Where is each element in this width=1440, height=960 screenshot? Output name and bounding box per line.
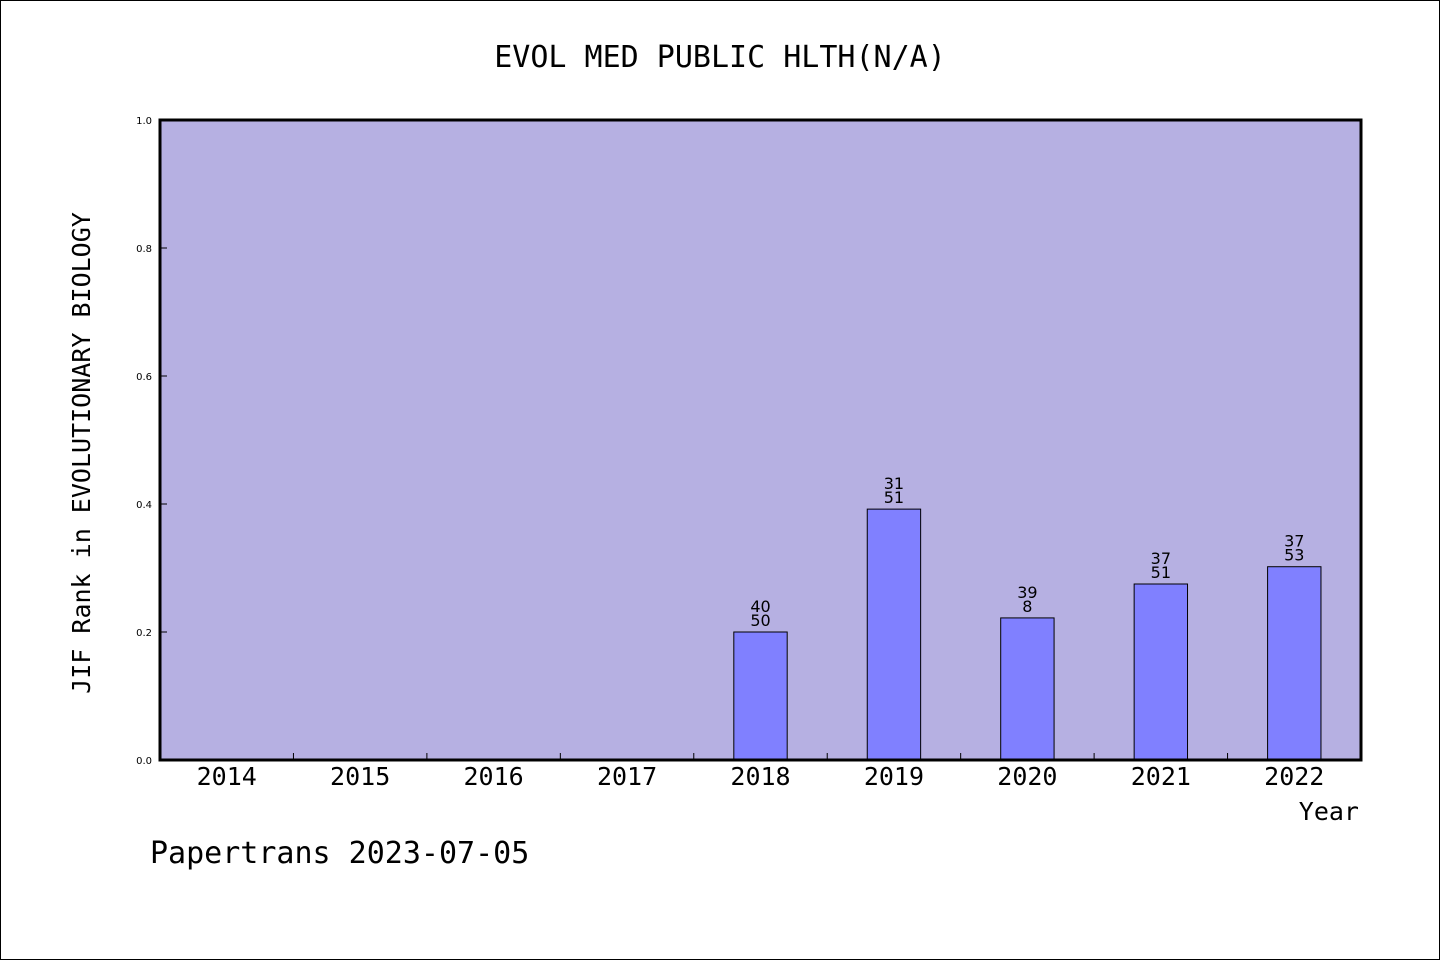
bar-label-top: 39 (1017, 583, 1037, 602)
y-tick-label: 0.8 (136, 244, 152, 255)
bar-label-bottom: 51 (1151, 563, 1171, 582)
bar-label-bottom: 51 (884, 488, 904, 507)
x-tick-label: 2016 (464, 762, 524, 791)
bar-label-bottom: 53 (1284, 546, 1304, 565)
y-tick-label: 0.6 (136, 372, 152, 383)
bars-layer (733, 508, 1322, 761)
x-tick-label: 2017 (597, 762, 657, 791)
y-tick-label: 0.0 (136, 756, 152, 767)
bar-label-bottom: 8 (1022, 597, 1032, 616)
x-tick-label: 2019 (864, 762, 924, 791)
plot-border (158, 118, 1363, 762)
bar (866, 508, 922, 761)
bar-label-top: 37 (1151, 549, 1171, 568)
bar-label-top: 40 (750, 597, 770, 616)
x-tick-label: 2022 (1264, 762, 1324, 791)
bar-label-top: 31 (884, 474, 904, 493)
bar (1133, 583, 1189, 761)
x-tick-label: 2018 (730, 762, 790, 791)
y-tick-label: 1.0 (136, 116, 152, 127)
x-tick-label: 2015 (330, 762, 390, 791)
bar (1000, 617, 1055, 761)
y-axis-label: JIF Rank in EVOLUTIONARY BIOLOGY (67, 212, 96, 694)
y-tick-labels: 0.0 0.2 0.4 0.6 0.8 1.0 (136, 116, 152, 767)
bar-label-bottom: 50 (750, 611, 770, 630)
x-axis-label: Year (1299, 797, 1359, 826)
x-tick-labels: 2014 2015 2016 2017 2018 2019 2020 2021 2022 (197, 762, 1325, 791)
x-tick-label: 2014 (197, 762, 257, 791)
x-tick-label: 2020 (997, 762, 1057, 791)
y-tick-label: 0.4 (136, 500, 152, 511)
x-tick-label: 2021 (1131, 762, 1191, 791)
bar (1267, 566, 1322, 761)
chart-title: EVOL MED PUBLIC HLTH(N/A) (494, 40, 946, 75)
bar (733, 631, 788, 761)
footer-watermark: Papertrans 2023-07-05 (150, 836, 529, 871)
y-tick-label: 0.2 (136, 628, 152, 639)
bar-label-top: 37 (1284, 532, 1304, 551)
